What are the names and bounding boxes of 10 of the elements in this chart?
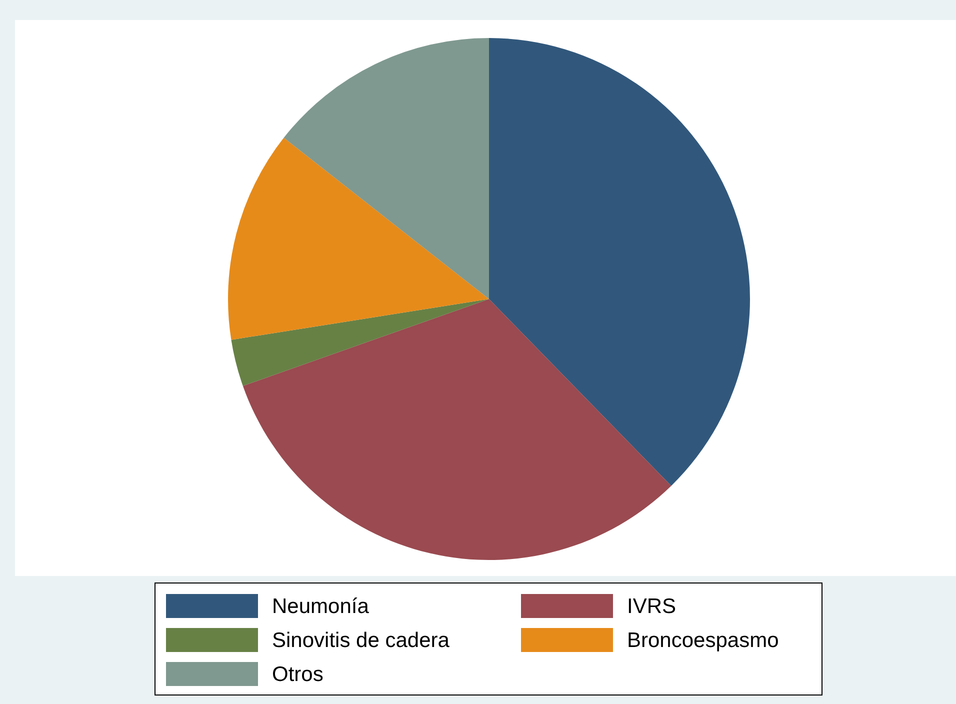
pie-slice xyxy=(242,299,672,560)
pie-slice xyxy=(489,38,750,486)
legend-label: Otros xyxy=(272,663,324,686)
pie-slice xyxy=(228,138,489,340)
legend-label: Sinovitis de cadera xyxy=(272,629,450,652)
pie-slice xyxy=(231,299,489,386)
legend-label: Broncoespasmo xyxy=(627,629,779,652)
pie-slice xyxy=(284,38,489,299)
legend-label: Neumonía xyxy=(272,595,370,618)
legend-label: IVRS xyxy=(627,595,676,618)
